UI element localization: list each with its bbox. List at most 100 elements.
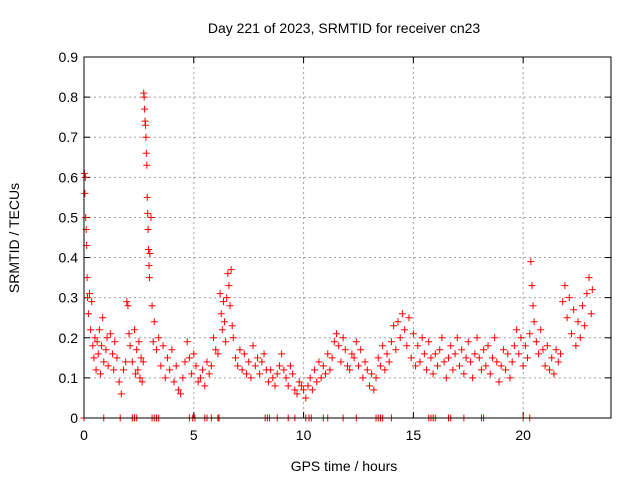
data-point [469, 374, 477, 382]
data-point [563, 314, 571, 322]
data-point [199, 366, 207, 374]
data-point [524, 354, 532, 362]
data-point [537, 326, 545, 334]
data-point [170, 378, 178, 386]
data-point [222, 338, 230, 346]
y-tick-label: 0.7 [59, 129, 79, 145]
y-tick-label: 0 [70, 410, 78, 426]
data-point [570, 306, 578, 314]
data-point [330, 338, 338, 346]
data-point [431, 350, 439, 358]
data-point [504, 350, 512, 358]
data-point [247, 374, 255, 382]
data-point [109, 350, 117, 358]
data-point [228, 322, 236, 330]
data-point [99, 314, 107, 322]
data-point [451, 350, 459, 358]
data-point [260, 350, 268, 358]
data-point [304, 382, 312, 390]
data-point [117, 390, 125, 398]
data-point [258, 358, 266, 366]
data-point [473, 334, 481, 342]
data-point [218, 326, 226, 334]
data-point [194, 378, 202, 386]
data-point [131, 326, 139, 334]
data-point [337, 358, 345, 366]
data-point [429, 370, 437, 378]
data-point [381, 366, 389, 374]
data-point [392, 346, 400, 354]
data-point [403, 342, 411, 350]
data-point [405, 314, 413, 322]
data-point [132, 370, 140, 378]
data-point [556, 350, 564, 358]
data-point [409, 330, 417, 338]
data-point [508, 358, 516, 366]
data-point [142, 133, 150, 141]
data-point [152, 346, 160, 354]
data-point [493, 358, 501, 366]
data-point [148, 302, 156, 310]
data-point [530, 318, 538, 326]
data-point [383, 350, 391, 358]
y-tick-label: 0.8 [59, 89, 79, 105]
data-point [407, 354, 415, 362]
y-tick-label: 0.5 [59, 209, 79, 225]
data-point [242, 370, 250, 378]
data-point [453, 334, 461, 342]
data-point [240, 350, 248, 358]
data-point [458, 346, 466, 354]
data-point [224, 270, 232, 278]
data-point [554, 358, 562, 366]
data-point [291, 386, 299, 394]
data-point [348, 350, 356, 358]
x-axis-label: GPS time / hours [291, 458, 398, 474]
data-point [98, 342, 106, 350]
data-point [300, 386, 308, 394]
data-point [333, 330, 341, 338]
data-point [90, 354, 98, 362]
data-point [396, 334, 404, 342]
data-point [185, 354, 193, 362]
data-point [234, 362, 242, 370]
data-point [322, 370, 330, 378]
data-point [513, 326, 521, 334]
data-point [515, 350, 523, 358]
data-point [159, 342, 167, 350]
data-point [418, 334, 426, 342]
data-point [172, 362, 180, 370]
data-point [236, 346, 244, 354]
data-point [104, 362, 112, 370]
data-point [550, 370, 558, 378]
data-point [423, 366, 431, 374]
data-point [181, 358, 189, 366]
plot-frame [83, 56, 612, 419]
data-point [521, 342, 529, 350]
x-tick-label: 10 [296, 427, 312, 443]
data-point [317, 374, 325, 382]
data-point [482, 362, 490, 370]
data-point [324, 350, 332, 358]
data-point [438, 334, 446, 342]
ticks: 0 0.1 0.2 0.3 0.4 0.5 0.6 0.7 0.8 0.9 0 5 10 15 20 [59, 49, 611, 443]
data-point [528, 282, 536, 290]
data-point [120, 366, 128, 374]
data-point [177, 390, 185, 398]
data-point [136, 374, 144, 382]
data-point [229, 334, 237, 342]
data-point [102, 346, 110, 354]
data-point [155, 334, 163, 342]
data-point [346, 366, 354, 374]
data-point [585, 274, 593, 282]
data-point [460, 370, 468, 378]
data-point [442, 374, 450, 382]
data-point [140, 93, 148, 101]
data-point [445, 354, 453, 362]
data-point [123, 298, 131, 306]
data-point [306, 374, 314, 382]
x-tick-label: 0 [80, 427, 88, 443]
data-point [142, 149, 150, 157]
data-point [587, 310, 595, 318]
data-point [539, 346, 547, 354]
data-point [88, 298, 96, 306]
